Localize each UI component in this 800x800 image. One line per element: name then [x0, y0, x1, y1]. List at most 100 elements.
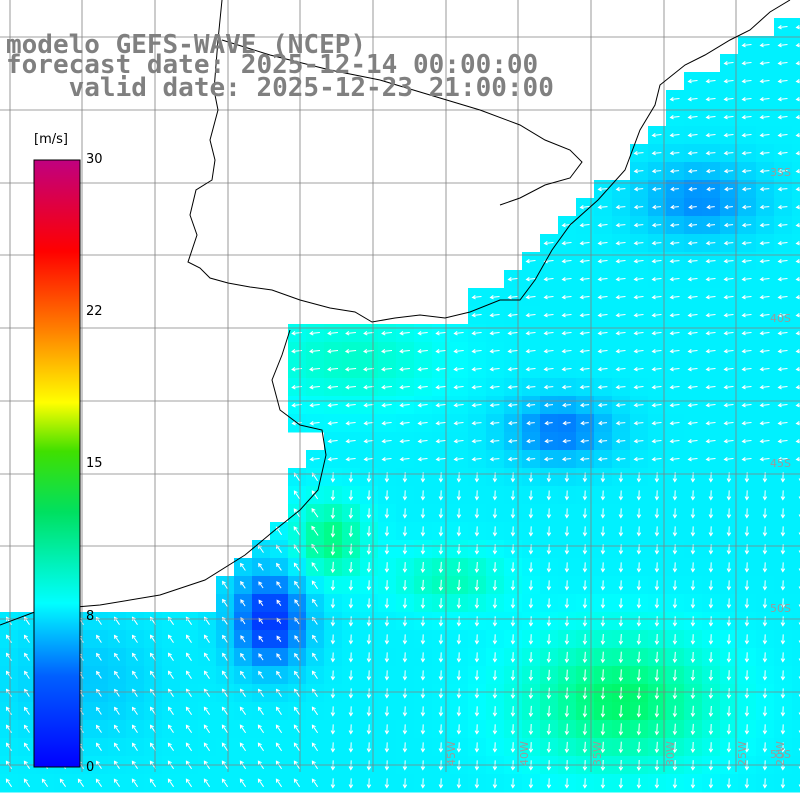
wind-arrow	[167, 670, 174, 679]
wind-arrow	[579, 205, 590, 210]
wind-arrow	[600, 687, 606, 700]
wind-arrow	[741, 403, 752, 408]
wind-arrow	[726, 652, 732, 663]
wind-arrow	[384, 688, 390, 699]
wind-arrow	[525, 384, 536, 390]
wind-arrow	[366, 580, 372, 591]
wind-arrow	[474, 490, 480, 501]
wind-cell	[792, 630, 800, 649]
wind-arrow	[690, 616, 696, 627]
wind-arrow	[705, 403, 716, 408]
wind-arrow	[275, 724, 283, 734]
wind-arrow	[723, 367, 734, 372]
wind-arrow	[330, 616, 336, 627]
wind-arrow	[114, 670, 120, 679]
wind-arrow	[759, 97, 770, 102]
wind-arrow	[795, 79, 800, 84]
wind-arrow	[633, 295, 644, 300]
wind-arrow	[795, 133, 800, 138]
wind-arrow	[654, 526, 660, 537]
wind-arrow	[327, 385, 338, 390]
wind-arrow	[203, 652, 210, 661]
wind-arrow	[597, 367, 608, 372]
wind-arrow	[618, 651, 624, 664]
wind-arrow	[77, 778, 85, 787]
wind-arrow	[185, 670, 192, 679]
wind-arrow	[741, 259, 752, 264]
wind-arrow	[471, 349, 482, 354]
wind-arrow	[561, 313, 572, 318]
wind-arrow	[759, 439, 770, 444]
wind-arrow	[474, 561, 480, 573]
wind-arrow	[399, 438, 410, 444]
wind-arrow	[203, 742, 211, 752]
wind-arrow	[402, 742, 408, 753]
wind-arrow	[690, 669, 696, 682]
wind-arrow	[5, 670, 12, 679]
wind-arrow	[384, 616, 390, 627]
wind-arrow	[311, 562, 319, 572]
wind-arrow	[636, 687, 642, 700]
wind-arrow	[330, 598, 336, 609]
wind-arrow	[528, 687, 534, 700]
wind-arrow	[670, 204, 679, 210]
wind-arrow	[471, 457, 482, 462]
wind-arrow	[777, 115, 788, 120]
wind-arrow	[618, 526, 624, 537]
wind-arrow	[526, 420, 535, 426]
wind-arrow	[363, 439, 374, 444]
wind-arrow	[492, 742, 498, 753]
wind-arrow	[723, 403, 734, 408]
wind-arrow	[132, 670, 138, 679]
wind-arrow	[311, 508, 319, 518]
wind-arrow	[489, 456, 500, 462]
wind-arrow	[777, 439, 788, 444]
title-valid-date: valid date: 2025-12-23 21:00:00	[6, 73, 554, 103]
wind-arrow	[651, 168, 662, 174]
wind-arrow	[203, 706, 211, 715]
wind-arrow	[510, 508, 516, 519]
wind-arrow	[759, 457, 770, 462]
wind-arrow	[185, 634, 192, 643]
wind-arrow	[690, 723, 696, 736]
coastline-interior	[221, 39, 583, 206]
wind-arrow	[435, 439, 446, 444]
colorbar-unit: [m/s]	[34, 132, 68, 147]
wind-arrow	[399, 349, 410, 354]
wind-arrow	[471, 367, 482, 372]
wind-arrow	[600, 508, 606, 519]
wind-arrow	[384, 652, 390, 663]
wind-arrow	[579, 456, 590, 462]
wind-cell	[792, 576, 800, 595]
wind-arrow	[366, 616, 372, 627]
wind-arrow	[402, 526, 408, 537]
wind-arrow	[741, 186, 752, 192]
wind-arrow	[240, 635, 246, 643]
wind-arrow	[723, 79, 734, 84]
wind-arrow	[762, 580, 768, 591]
wind-arrow	[561, 331, 572, 336]
wind-arrow	[492, 490, 498, 501]
wind-arrow	[795, 204, 800, 210]
title-forecast-date: forecast date: 2025-12-14 00:00:00	[6, 50, 539, 80]
wind-arrow	[402, 688, 408, 699]
wind-arrow	[582, 508, 588, 519]
wind-arrow	[402, 634, 408, 645]
wind-arrow	[708, 723, 714, 735]
wind-arrow	[688, 186, 697, 192]
wind-arrow	[762, 652, 768, 663]
wind-arrow	[795, 259, 800, 264]
wind-arrow	[726, 778, 732, 789]
wind-arrow	[420, 526, 426, 537]
wind-arrow	[113, 724, 120, 733]
wind-arrow	[330, 688, 336, 699]
wind-arrow	[131, 724, 138, 733]
wind-arrow	[275, 742, 283, 752]
wind-arrow	[345, 385, 356, 390]
wind-arrow	[456, 742, 462, 753]
wind-arrow	[384, 670, 390, 681]
wind-arrow	[687, 349, 698, 354]
wind-arrow	[651, 439, 662, 444]
wind-arrow	[528, 526, 534, 537]
wind-arrow	[651, 349, 662, 354]
